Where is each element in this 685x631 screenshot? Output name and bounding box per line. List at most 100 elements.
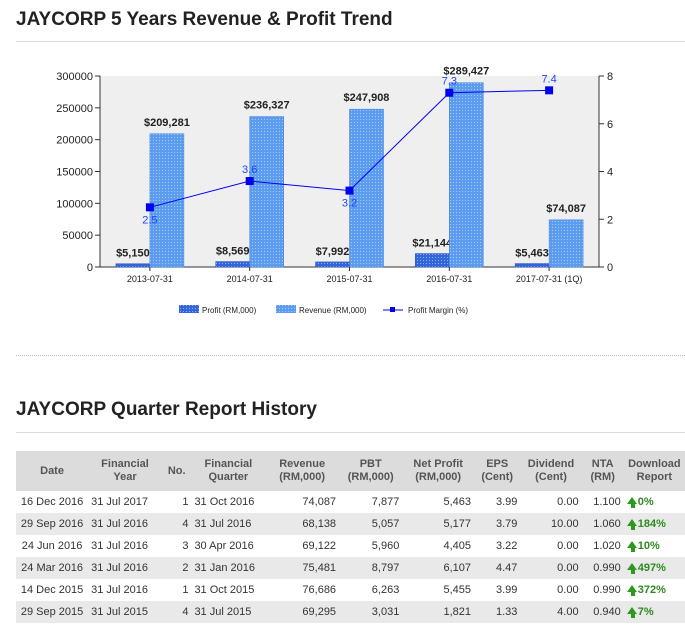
table-cell: 31 Jul 2017 (91, 496, 148, 508)
download-report-cell: 0% (624, 491, 685, 513)
table-cell: 1.33 (474, 601, 521, 623)
revenue-bar (249, 116, 284, 268)
download-report-link[interactable]: 372% (626, 584, 666, 596)
table-cell: 1.020 (593, 540, 621, 552)
revenue-bar (449, 82, 484, 268)
profit-bar (115, 263, 151, 268)
left-axis-tick-label: 50000 (62, 230, 93, 242)
table-cell: 30 Apr 2016 (194, 540, 254, 552)
table-cell: 10.00 (520, 513, 582, 535)
table-cell: 74,087 (302, 496, 337, 508)
x-axis-tick-label: 2013-07-31 (127, 274, 173, 284)
revenue-bar-label: $289,427 (443, 66, 489, 78)
legend-margin-marker (390, 307, 395, 312)
col-net-profit[interactable]: Net Profit (RM,000) (402, 451, 475, 491)
table-cell: 31 Jul 2016 (88, 557, 162, 579)
col-financial-year[interactable]: Financial Year (88, 451, 162, 491)
col-nta[interactable]: NTA (RM) (581, 451, 624, 491)
table-row: 29 Sep 2015 31 Jul 2015 4 31 Jul 2015 69,295… (16, 601, 685, 623)
table-cell: 1.100 (593, 496, 621, 508)
table-cell: 31 Jul 2016 (91, 540, 148, 552)
table-cell: 69,122 (302, 540, 337, 552)
profit-margin-point (345, 186, 354, 195)
table-cell: 31 Jul 2015 (88, 601, 162, 623)
quarter-report-table: Date Financial Year No. Financial Quarte… (16, 451, 685, 623)
profit-bar-label: $5,463 (515, 248, 549, 260)
up-arrow-icon (626, 584, 638, 596)
table-row: 29 Sep 2016 31 Jul 2016 4 31 Jul 2016 68,138… (16, 513, 685, 535)
table-cell: 6,107 (402, 557, 475, 579)
download-report-cell: 184% (623, 513, 685, 535)
profit-margin-label: 7.3 (442, 76, 457, 88)
right-axis-tick-label: 8 (607, 71, 613, 83)
table-cell: 8,797 (339, 557, 403, 579)
table-row: 24 Mar 2016 31 Jul 2016 2 31 Jan 2016 75,481… (16, 557, 685, 579)
revenue-profit-chart: 300000 250000 200000 150000 100000 50000 0 8 6 4 2… (56, 66, 613, 315)
table-cell: 1 (182, 584, 189, 596)
profit-bar-label: $5,150 (116, 248, 150, 260)
left-axis-tick-label: 300000 (56, 71, 93, 83)
table-cell: 16 Dec 2016 (20, 496, 84, 508)
legend-margin-label: Profit Margin (%) (408, 306, 468, 315)
table-cell: 0.00 (557, 584, 579, 596)
profit-margin-point (445, 88, 454, 97)
table-cell: 6,263 (371, 584, 400, 596)
table-cell: 14 Dec 2015 (20, 584, 84, 596)
x-axis-tick-label: 2017-07-31 (1Q) (516, 274, 583, 284)
profit-margin-label: 3.2 (342, 198, 357, 210)
revenue-bar (349, 108, 384, 268)
profit-margin-label: 3.6 (242, 164, 257, 176)
profit-margin-point (145, 203, 154, 212)
left-axis-tick-label: 0 (87, 262, 93, 274)
change-percent: 184% (637, 518, 666, 530)
table-cell: 0.990 (593, 584, 621, 596)
col-dividend[interactable]: Dividend (Cent) (520, 451, 582, 491)
profit-bar (215, 261, 250, 268)
table-cell: 5,463 (443, 496, 472, 508)
download-report-link[interactable]: 184% (626, 518, 666, 530)
table-cell: 3.99 (496, 496, 518, 508)
table-header-row: Date Financial Year No. Financial Quarte… (16, 451, 685, 491)
right-axis-tick-label: 2 (607, 214, 613, 226)
revenue-bar (548, 219, 584, 268)
table-row: 24 Jun 2016 31 Jul 2016 3 30 Apr 2016 69,122… (16, 535, 685, 557)
download-report-link[interactable]: 10% (626, 540, 660, 552)
col-eps[interactable]: EPS (Cent) (474, 451, 521, 491)
revenue-bar (149, 133, 185, 268)
table-title-divider (16, 432, 685, 433)
col-date[interactable]: Date (16, 451, 89, 491)
col-financial-quarter[interactable]: Financial Quarter (191, 451, 266, 491)
download-report-link[interactable]: 7% (626, 606, 654, 618)
legend-profit-label: Profit (RM,000) (202, 306, 257, 315)
table-cell: 2 (161, 557, 192, 579)
change-percent: 372% (637, 584, 666, 596)
download-report-link[interactable]: 497% (626, 562, 666, 574)
up-arrow-icon (626, 496, 638, 508)
table-cell: 1,821 (402, 601, 475, 623)
right-axis-tick-label: 0 (607, 262, 613, 274)
col-no[interactable]: No. (161, 451, 192, 491)
table-cell: 4.47 (474, 557, 521, 579)
col-pbt[interactable]: PBT (RM,000) (339, 451, 403, 491)
table-cell: 31 Jul 2016 (191, 513, 266, 535)
download-report-link[interactable]: 0% (626, 496, 654, 508)
table-cell: 4.00 (520, 601, 582, 623)
revenue-bar-label: $247,908 (344, 92, 390, 104)
up-arrow-icon (626, 540, 638, 552)
left-axis-tick-label: 150000 (56, 167, 93, 179)
col-download-report[interactable]: Download Report (623, 451, 685, 491)
profit-margin-point (545, 86, 554, 95)
change-percent: 10% (637, 540, 660, 552)
table-cell: 5,177 (402, 513, 475, 535)
table-cell: 29 Sep 2016 (16, 513, 89, 535)
table-row: 14 Dec 2015 31 Jul 2016 1 31 Oct 2015 76,686… (16, 579, 685, 601)
col-revenue[interactable]: Revenue (RM,000) (265, 451, 340, 491)
table-section-title: JAYCORP Quarter Report History (16, 399, 317, 420)
change-percent: 7% (637, 606, 654, 618)
table-cell: 0.990 (581, 557, 624, 579)
table-cell: 31 Jul 2015 (191, 601, 266, 623)
table-cell: 3,031 (339, 601, 403, 623)
profit-bar (315, 261, 350, 268)
right-axis-tick-label: 4 (607, 167, 613, 179)
left-axis-tick-label: 250000 (56, 103, 93, 115)
